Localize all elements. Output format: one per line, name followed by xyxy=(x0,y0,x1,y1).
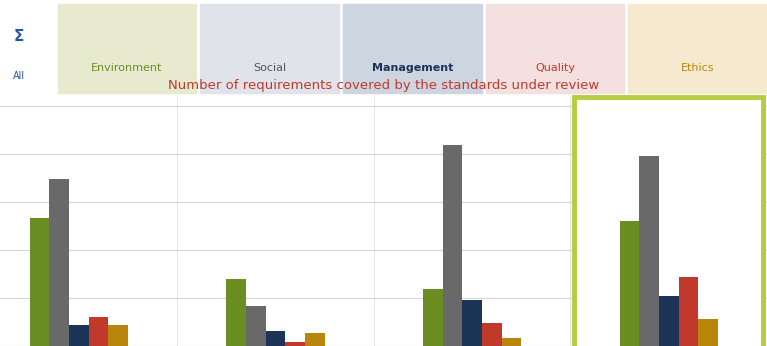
Bar xyxy=(628,4,767,93)
Bar xyxy=(679,277,698,346)
Bar xyxy=(69,325,88,346)
Bar xyxy=(343,4,482,93)
Bar xyxy=(226,279,246,346)
Text: Ethics: Ethics xyxy=(681,63,714,73)
Title: Number of requirements covered by the standards under review: Number of requirements covered by the st… xyxy=(168,79,599,92)
Bar xyxy=(443,145,463,346)
Bar xyxy=(463,300,482,346)
Text: Σ: Σ xyxy=(14,29,25,44)
Bar xyxy=(482,323,502,346)
Text: Environment: Environment xyxy=(91,63,163,73)
Bar xyxy=(200,4,339,93)
Bar xyxy=(108,325,128,346)
Bar xyxy=(423,289,443,346)
Bar xyxy=(304,333,324,346)
Text: Management: Management xyxy=(371,63,453,73)
Bar xyxy=(285,342,304,346)
Bar xyxy=(29,218,49,346)
Text: All: All xyxy=(13,71,25,81)
Bar xyxy=(659,296,679,346)
FancyBboxPatch shape xyxy=(574,97,763,346)
Bar xyxy=(246,306,265,346)
Bar xyxy=(502,338,521,346)
Bar xyxy=(698,319,718,346)
Bar xyxy=(49,179,69,346)
Bar xyxy=(265,331,285,346)
Bar xyxy=(88,317,108,346)
Bar xyxy=(620,221,639,346)
Text: Social: Social xyxy=(253,63,286,73)
Bar xyxy=(486,4,624,93)
Text: Quality: Quality xyxy=(535,63,575,73)
Bar xyxy=(58,4,196,93)
Bar xyxy=(639,156,659,346)
